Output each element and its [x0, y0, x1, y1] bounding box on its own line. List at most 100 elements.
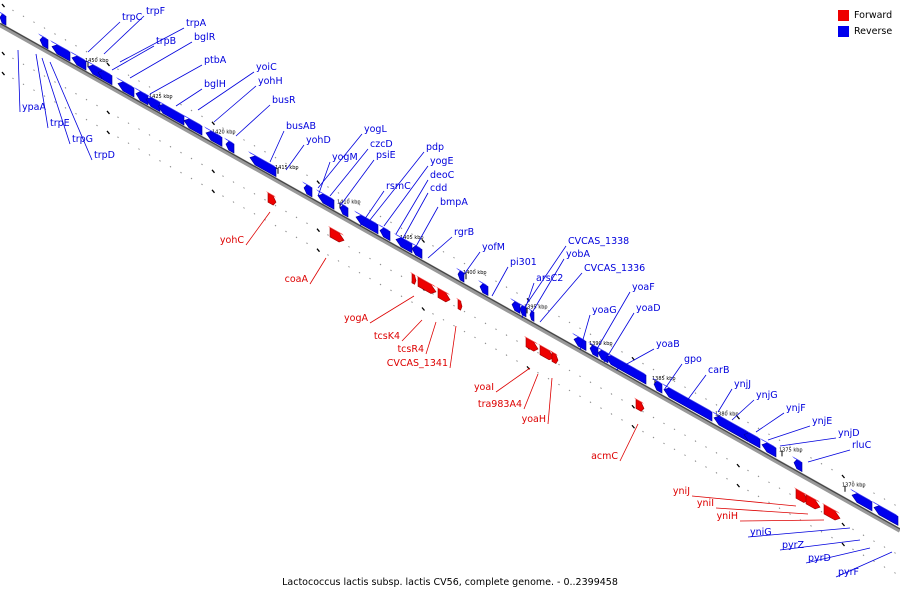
gene-label-pdp[interactable]: pdp	[426, 142, 444, 153]
gene-label-ptba[interactable]: ptbA	[204, 55, 227, 66]
gene-label-yogm[interactable]: yogM	[332, 152, 358, 163]
reverse-gene-arrow[interactable]	[51, 44, 71, 62]
reverse-gene-arrow[interactable]	[225, 140, 235, 154]
ruler-tick	[505, 286, 508, 288]
reverse-gene-arrow[interactable]	[355, 214, 379, 235]
gene-label-yoge[interactable]: yogE	[430, 156, 453, 167]
gene-label-trpb[interactable]: trpB	[156, 36, 176, 47]
gene-label-yohh[interactable]: yohH	[258, 76, 283, 87]
gene-label-ynjj[interactable]: ynjJ	[734, 379, 751, 390]
gene-label-ynii[interactable]: yniI	[697, 498, 714, 509]
gene-label-pyrd[interactable]: pyrD	[808, 553, 831, 564]
gene-label-rsmc[interactable]: rsmC	[386, 181, 411, 192]
reverse-gene-arrow[interactable]	[653, 380, 663, 394]
gene-label-yofm[interactable]: yofM	[482, 242, 505, 253]
reverse-gene-arrow[interactable]	[317, 193, 335, 210]
gene-label-cdd[interactable]: cdd	[430, 183, 447, 194]
gene-label-rgrb[interactable]: rgrB	[454, 227, 474, 238]
gene-label-yoga[interactable]: yogA	[344, 313, 368, 324]
reverse-gene-arrow[interactable]	[97, 70, 113, 86]
reverse-gene-arrow[interactable]	[663, 387, 713, 422]
reverse-gene-arrow[interactable]	[457, 270, 465, 283]
gene-label-psie[interactable]: psiE	[376, 150, 396, 161]
gene-label-cvcas_1338[interactable]: CVCAS_1338	[568, 236, 629, 247]
reverse-gene-arrow[interactable]	[249, 155, 277, 178]
gene-label-yoah[interactable]: yoaH	[522, 414, 546, 425]
reverse-gene-arrow[interactable]	[605, 355, 647, 385]
reverse-gene-arrow[interactable]	[851, 493, 873, 512]
ruler-tick	[411, 233, 413, 235]
gene-label-trpc[interactable]: trpC	[122, 12, 143, 23]
gene-label-bglh[interactable]: bglH	[204, 79, 226, 90]
gene-label-trpd[interactable]: trpD	[94, 150, 115, 161]
gene-label-bglr[interactable]: bglR	[194, 32, 216, 43]
gene-label-busab[interactable]: busAB	[286, 121, 316, 132]
gene-label-ynig[interactable]: yniG	[750, 527, 772, 538]
reverse-gene-arrow[interactable]	[339, 204, 349, 218]
reverse-gene-arrow[interactable]	[183, 118, 203, 136]
reverse-gene-arrow[interactable]	[519, 305, 527, 318]
gene-label-gpo[interactable]: gpo	[684, 354, 702, 365]
gene-label-arsc2[interactable]: arsC2	[536, 273, 563, 284]
gene-label-tra983a4[interactable]: tra983A4	[478, 399, 522, 410]
gene-label-cvcas_1336[interactable]: CVCAS_1336	[584, 263, 645, 274]
gene-label-cvcas_1341[interactable]: CVCAS_1341	[387, 358, 448, 369]
gene-label-acmc[interactable]: acmC	[591, 451, 618, 462]
reverse-gene-arrow[interactable]	[793, 459, 803, 473]
gene-label-yoai[interactable]: yoaI	[474, 382, 494, 393]
gene-label-deoc[interactable]: deoC	[430, 170, 455, 181]
reverse-gene-arrow[interactable]	[743, 432, 761, 449]
ruler-tick	[663, 374, 665, 377]
gene-label-yoag[interactable]: yoaG	[592, 305, 617, 316]
forward-gene-arrow[interactable]	[411, 273, 417, 285]
reverse-gene-arrow[interactable]	[529, 310, 535, 322]
gene-label-carb[interactable]: carB	[708, 365, 729, 376]
forward-gene-arrow[interactable]	[437, 287, 451, 303]
forward-gene-arrow[interactable]	[539, 345, 555, 361]
gene-label-trpa[interactable]: trpA	[186, 18, 207, 29]
gene-label-yogl[interactable]: yogL	[364, 124, 387, 135]
gene-label-rluc[interactable]: rluC	[852, 440, 872, 451]
gene-label-yoaf[interactable]: yoaF	[632, 282, 655, 293]
reverse-gene-arrow[interactable]	[205, 130, 223, 147]
gene-label-trpg[interactable]: trpG	[72, 134, 93, 145]
reverse-gene-arrow[interactable]	[117, 81, 135, 98]
gene-label-ynjf[interactable]: ynjF	[786, 403, 806, 414]
gene-label-busr[interactable]: busR	[272, 95, 296, 106]
gene-label-trpe[interactable]: trpE	[50, 118, 70, 129]
gene-label-yohd[interactable]: yohD	[306, 135, 331, 146]
gene-label-yoad[interactable]: yoaD	[636, 303, 661, 314]
gene-label-pyrz[interactable]: pyrZ	[782, 540, 805, 551]
gene-label-coaa[interactable]: coaA	[285, 274, 309, 285]
forward-gene-arrow[interactable]	[525, 337, 539, 352]
reverse-gene-arrow[interactable]	[873, 505, 899, 526]
gene-label-ynij[interactable]: yniJ	[673, 486, 690, 497]
gene-label-yohc[interactable]: yohC	[220, 235, 244, 246]
gene-label-ynje[interactable]: ynjE	[812, 416, 832, 427]
gene-label-ynih[interactable]: yniH	[717, 511, 738, 522]
reverse-gene-arrow[interactable]	[0, 13, 7, 26]
reverse-gene-arrow[interactable]	[71, 55, 87, 71]
gene-label-yoba[interactable]: yobA	[566, 249, 590, 260]
gene-label-pyrf[interactable]: pyrF	[838, 567, 859, 578]
forward-gene-arrow[interactable]	[457, 299, 463, 311]
gene-label-czcd[interactable]: czcD	[370, 139, 393, 150]
reverse-gene-arrow[interactable]	[303, 184, 313, 198]
gene-label-yoab[interactable]: yoaB	[656, 339, 680, 350]
gene-label-trpf[interactable]: trpF	[146, 6, 165, 17]
gene-label-ynjd[interactable]: ynjD	[838, 428, 860, 439]
gene-label-ypaa[interactable]: ypaA	[22, 102, 46, 113]
forward-gene-arrow[interactable]	[551, 351, 559, 364]
reverse-gene-arrow[interactable]	[379, 227, 391, 242]
gene-label-ynjg[interactable]: ynjG	[756, 390, 778, 401]
forward-gene-arrow[interactable]	[805, 494, 821, 510]
gene-label-bmpa[interactable]: bmpA	[440, 197, 468, 208]
gene-label-yoic[interactable]: yoiC	[256, 62, 277, 73]
gene-label-tcsk4[interactable]: tcsK4	[374, 331, 400, 342]
gene-label-pi301[interactable]: pi301	[510, 257, 537, 268]
reverse-gene-arrow[interactable]	[39, 36, 49, 50]
forward-gene-arrow[interactable]	[329, 227, 345, 243]
gene-label-tcsr4[interactable]: tcsR4	[397, 344, 424, 355]
reverse-gene-arrow[interactable]	[479, 283, 489, 297]
reverse-gene-arrow[interactable]	[761, 442, 777, 458]
